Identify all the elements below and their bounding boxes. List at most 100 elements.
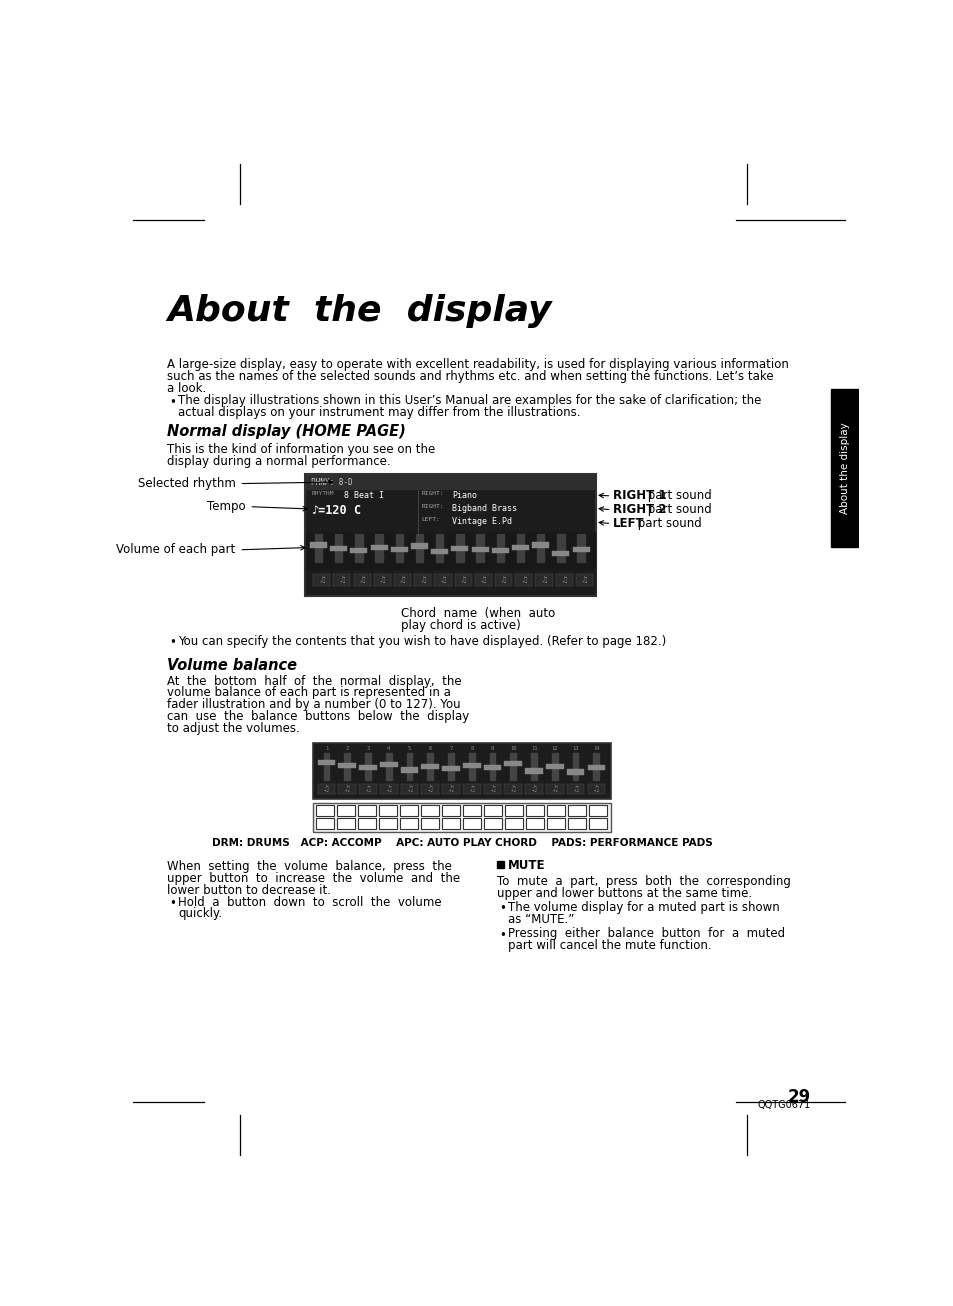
Bar (370, 545, 387, 550)
Bar (406, 752, 412, 781)
Bar (379, 784, 397, 794)
Bar (399, 818, 417, 829)
Text: PHNX: 8-D: PHNX: 8-D (311, 478, 353, 487)
Bar (314, 534, 322, 562)
Text: 10: 10 (510, 746, 516, 751)
Bar (421, 784, 438, 794)
Text: ♫: ♫ (418, 576, 426, 584)
Bar (456, 534, 463, 562)
Bar (572, 547, 589, 552)
Bar (535, 573, 552, 586)
Text: part sound: part sound (643, 490, 711, 503)
Text: upper  button  to  increase  the  volume  and  the: upper button to increase the volume and … (167, 871, 460, 884)
Bar (577, 534, 584, 562)
Bar (335, 534, 342, 562)
Text: Selected rhythm: Selected rhythm (137, 477, 235, 490)
Text: volume balance of each part is represented in a: volume balance of each part is represent… (167, 687, 451, 700)
Text: •: • (169, 396, 175, 409)
Text: 8 Beat I: 8 Beat I (344, 491, 384, 500)
Bar (483, 765, 501, 771)
Bar (462, 784, 480, 794)
Text: 13: 13 (572, 746, 578, 751)
Text: display during a normal performance.: display during a normal performance. (167, 454, 391, 468)
Text: DRM: DRUMS   ACP: ACCOMP    APC: AUTO PLAY CHORD    PADS: PERFORMANCE PADS: DRM: DRUMS ACP: ACCOMP APC: AUTO PLAY CH… (212, 838, 712, 848)
Bar (315, 818, 334, 829)
Text: RIGHT 1: RIGHT 1 (612, 490, 666, 503)
Text: About the display: About the display (840, 422, 849, 515)
Bar (525, 804, 543, 816)
Bar (394, 573, 411, 586)
Text: ♫: ♫ (519, 576, 527, 584)
Text: The display illustrations shown in this User’s Manual are examples for the sake : The display illustrations shown in this … (178, 394, 760, 407)
Bar (336, 804, 355, 816)
Bar (338, 763, 355, 768)
Bar (475, 573, 492, 586)
Text: fader illustration and by a number (0 to 127). You: fader illustration and by a number (0 to… (167, 699, 460, 712)
Text: 2: 2 (345, 746, 349, 751)
Bar (436, 534, 443, 562)
Bar (313, 803, 611, 832)
Text: ♫: ♫ (468, 785, 475, 793)
Bar (515, 573, 532, 586)
Bar (434, 573, 451, 586)
Bar (395, 534, 402, 562)
Bar (546, 804, 564, 816)
Bar (497, 861, 504, 868)
Bar (317, 784, 335, 794)
Text: RIGHT:: RIGHT: (421, 504, 443, 508)
Bar (567, 818, 585, 829)
Text: The volume display for a muted part is shown: The volume display for a muted part is s… (508, 901, 780, 914)
Text: ♫: ♫ (592, 785, 599, 793)
Text: lower button to decrease it.: lower button to decrease it. (167, 884, 331, 897)
Bar (427, 752, 433, 781)
Text: You can specify the contents that you wish to have displayed. (Refer to page 182: You can specify the contents that you wi… (178, 635, 666, 648)
Bar (552, 551, 569, 556)
Text: When  setting  the  volume  balance,  press  the: When setting the volume balance, press t… (167, 859, 452, 872)
Text: part sound: part sound (633, 517, 700, 530)
Bar (588, 818, 606, 829)
Bar (546, 818, 564, 829)
Text: ♫: ♫ (398, 576, 406, 584)
Bar (441, 804, 459, 816)
Text: a look.: a look. (167, 383, 207, 396)
Bar (420, 818, 438, 829)
Text: 7: 7 (449, 746, 452, 751)
Bar (552, 752, 558, 781)
Text: 5: 5 (408, 746, 411, 751)
Bar (336, 818, 355, 829)
Text: ♫: ♫ (337, 576, 345, 584)
Bar (306, 475, 595, 488)
Bar (483, 784, 501, 794)
Bar (491, 547, 508, 554)
Bar (462, 763, 480, 768)
Text: quickly.: quickly. (178, 908, 222, 921)
Text: RIGHT 2: RIGHT 2 (612, 503, 666, 516)
Text: ♫: ♫ (580, 576, 587, 584)
Text: 9: 9 (491, 746, 494, 751)
Bar (431, 549, 448, 554)
Text: 12: 12 (551, 746, 558, 751)
Bar (545, 784, 563, 794)
Bar (462, 818, 480, 829)
Bar (358, 784, 376, 794)
Text: •: • (498, 902, 505, 916)
Bar (441, 818, 459, 829)
Bar (504, 784, 521, 794)
Text: ♫: ♫ (378, 576, 386, 584)
Bar (525, 784, 542, 794)
Bar (317, 760, 335, 765)
Bar (357, 804, 375, 816)
Bar (379, 761, 397, 767)
Bar (330, 546, 347, 551)
Text: Vintage E.Pd: Vintage E.Pd (452, 517, 512, 526)
Bar (471, 547, 488, 552)
Bar (378, 804, 396, 816)
Text: ♫: ♫ (459, 576, 466, 584)
Text: LEFT:: LEFT: (421, 517, 439, 522)
Text: 6: 6 (428, 746, 432, 751)
Bar (358, 765, 376, 771)
Bar (504, 760, 521, 767)
Bar (315, 804, 334, 816)
Bar (489, 752, 495, 781)
Bar (566, 784, 584, 794)
